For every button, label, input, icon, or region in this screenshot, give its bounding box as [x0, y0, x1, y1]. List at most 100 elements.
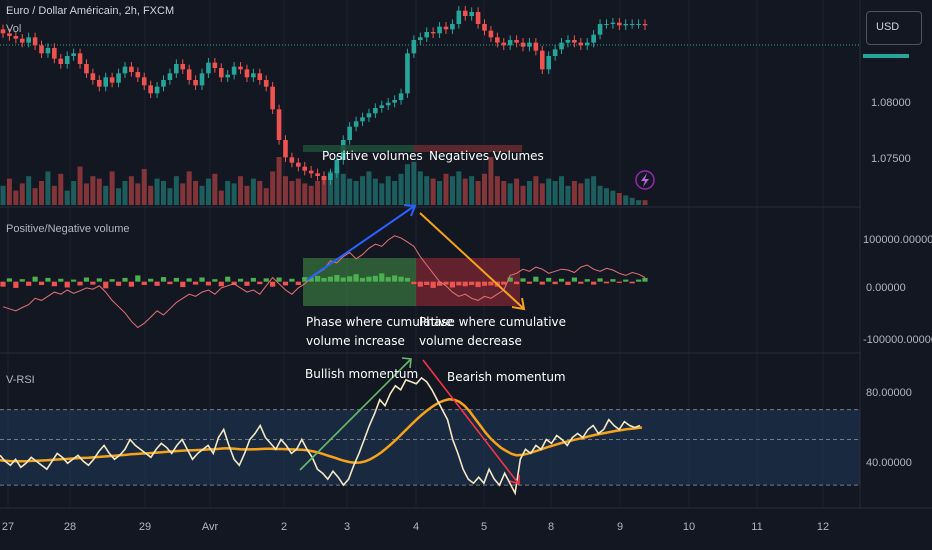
volume-bar — [565, 185, 571, 205]
volume-bar — [616, 193, 622, 205]
pn-volume-bar — [347, 276, 353, 282]
pn-pane-label[interactable]: Positive/Negative volume — [6, 223, 130, 235]
currency-selector[interactable]: USD — [866, 11, 922, 45]
pn-volume-bar — [584, 279, 590, 282]
volume-bar — [154, 178, 160, 205]
pn-volume-bar — [366, 276, 372, 282]
volume-bar — [51, 185, 57, 205]
volume-bar — [302, 183, 308, 205]
candle-body — [129, 66, 134, 72]
candle-body — [482, 24, 487, 31]
pn-volume-bar — [186, 278, 192, 282]
candle-body — [308, 170, 314, 174]
candle-body — [450, 24, 455, 30]
candle-body — [270, 86, 275, 110]
vrsi-pane-label[interactable]: V-RSI — [6, 374, 35, 386]
candle-body — [334, 160, 340, 174]
volume-bar — [636, 200, 642, 205]
volume-bar — [610, 190, 616, 205]
candle-body — [244, 69, 250, 78]
pn-volume-bar — [71, 279, 77, 282]
red-arrow — [422, 359, 519, 484]
candle-body — [392, 100, 397, 103]
candlesticks — [0, 6, 648, 185]
volume-bar — [263, 188, 269, 205]
volume-bar — [482, 173, 487, 205]
candle-body — [238, 66, 243, 70]
volume-bar — [39, 181, 45, 205]
symbol-title[interactable]: Euro / Dollar Américain, 2h, FXCM — [6, 5, 174, 17]
volume-bar — [45, 171, 51, 205]
pn-volume-bar — [359, 277, 366, 282]
volume-bar — [167, 188, 173, 205]
volume-bar — [58, 173, 64, 205]
pn-volume-bar — [199, 277, 205, 282]
candle-body — [462, 10, 468, 16]
time-tick-label: 3 — [344, 521, 350, 533]
candle-body — [456, 10, 462, 24]
pn-volume-bar — [475, 281, 481, 288]
pn-volume-bar — [302, 277, 308, 282]
candle-body — [578, 42, 584, 46]
candle-body — [559, 42, 564, 50]
candle-body — [527, 42, 532, 47]
candle-body — [533, 42, 539, 51]
volume-bar — [578, 183, 584, 205]
volume-bar — [77, 166, 83, 205]
green-arrow-head — [401, 357, 412, 369]
time-tick-label: 27 — [2, 521, 14, 533]
volume-bar — [514, 178, 520, 205]
currency-label: USD — [876, 21, 900, 33]
volume-bar — [449, 176, 455, 205]
volume-bar — [327, 171, 333, 205]
pn-volume-bar — [507, 277, 513, 282]
candle-body — [276, 109, 282, 140]
candle-body — [64, 56, 70, 64]
pn-volume-bar — [6, 278, 13, 282]
volume-bar — [0, 185, 6, 205]
pn-volume-bar — [58, 278, 64, 282]
candle-body — [321, 176, 327, 180]
pn-volume-bar — [430, 281, 436, 288]
vrsi-band — [0, 409, 860, 486]
candle-body — [546, 56, 551, 70]
candle-body — [116, 73, 121, 83]
pn-volume-bar — [160, 277, 167, 282]
volume-bar — [347, 178, 353, 205]
pn-volume-bar — [45, 277, 51, 282]
volume-bar — [32, 188, 38, 205]
pn-volume-bar — [282, 281, 289, 286]
pn-volume-bar — [565, 281, 571, 285]
pn-volume-bar — [372, 275, 378, 282]
volume-bar — [186, 171, 192, 205]
candle-body — [251, 73, 256, 78]
pn-volume-bar — [392, 275, 398, 282]
pn-volume-bar — [578, 281, 584, 284]
candle-body — [180, 64, 186, 70]
candle-body — [469, 12, 474, 16]
time-axis[interactable]: 27 28 29 Avr 2 3 4 5 8 9 10 11 12 — [2, 521, 829, 533]
volume-bar — [19, 183, 25, 205]
volume-bar — [629, 197, 635, 205]
time-tick-label: 2 — [281, 521, 287, 533]
pn-volume-bar — [148, 278, 154, 282]
candle-body — [552, 49, 558, 56]
pn-volume-bar — [19, 279, 25, 282]
pn-volume-bar — [616, 281, 622, 283]
volume-bar — [270, 171, 276, 205]
candle-body — [366, 113, 372, 118]
volume-bar — [584, 178, 590, 205]
candle-body — [507, 40, 513, 46]
candle-body — [398, 93, 404, 100]
pn-volume-bar — [424, 281, 430, 285]
candle-body — [186, 69, 192, 80]
candle-body — [597, 24, 603, 35]
candle-body — [90, 73, 96, 80]
lightning-icon[interactable] — [635, 170, 655, 190]
volume-bar — [353, 181, 359, 205]
candle-body — [122, 66, 128, 74]
price-pane-label[interactable]: Vol — [6, 23, 21, 35]
pn-volume-bar — [558, 278, 565, 282]
candle-body — [7, 33, 12, 36]
